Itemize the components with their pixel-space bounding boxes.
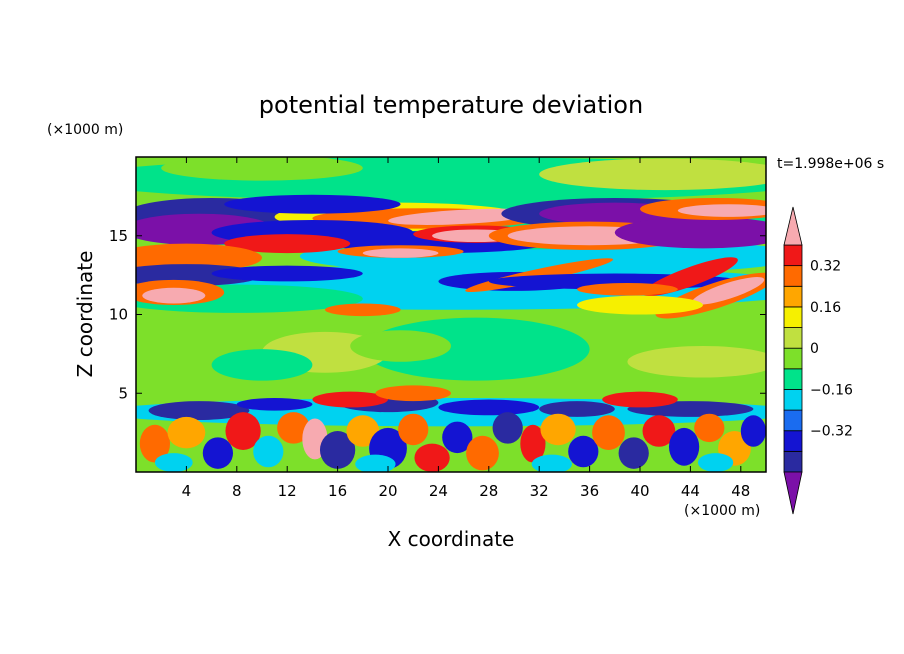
field-blob [627,346,766,378]
field-blob [355,454,396,472]
field-blob [602,391,678,408]
x-axis-label: X coordinate [388,527,515,551]
field-blob [312,391,389,408]
field-blob [740,415,766,447]
field-blob [277,412,310,444]
colorbar-segment [783,265,803,287]
x-axis: 4 8 12 16 20 24 28 32 36 40 44 48 [182,157,750,500]
x-tick-label: 20 [378,482,397,500]
field-blob [677,204,766,217]
field-blob [540,413,576,446]
field-blob [211,265,363,282]
field-blob [539,158,766,191]
field-blob [577,295,703,315]
field-blob [362,248,439,258]
y-unit-label: (×1000 m) [47,122,123,138]
time-label: t=1.998e+06 s [777,156,884,172]
field-blob [388,208,540,225]
colorbar-segment [783,450,803,473]
field-blob [592,415,625,450]
field-blob [442,421,473,454]
field-blob [642,415,676,447]
field-blob [236,397,313,411]
chart-title: potential temperature deviation [259,91,643,119]
colorbar-segment [783,306,803,328]
field-blob [225,412,261,450]
field-blob [438,399,540,416]
colorbar-segment [783,347,803,370]
field-blob [167,416,206,449]
field-blob [142,287,206,304]
colorbar: 0.32 0.16 0 −0.16 −0.32 [783,206,853,515]
colorbar-tick-label: 0.16 [810,300,841,316]
y-tick-label: 5 [118,384,128,402]
field-blob [154,453,193,472]
x-tick-label: 4 [182,482,192,500]
field-blob [618,437,649,469]
x-tick-label: 36 [580,482,599,500]
colorbar-segment [783,409,803,432]
field-blob [577,283,678,296]
colorbar-tick-label: 0.32 [810,259,841,275]
colorbar-segment [783,285,803,308]
x-tick-label: 16 [328,482,347,500]
colorbar-tick-label: −0.32 [810,424,853,440]
field-blob [414,443,450,472]
heatmap-field [136,157,766,472]
field-blob [568,435,599,468]
colorbar-segment [783,327,803,349]
field-blob [466,435,499,471]
field-blob [161,157,363,181]
field-blob [224,194,401,214]
field-blob [539,401,615,417]
field-blob [325,303,401,317]
x-tick-label: 28 [479,482,498,500]
colorbar-tick-label: −0.16 [810,382,853,398]
y-axis-label: Z coordinate [73,251,97,378]
colorbar-bottom-arrow [783,471,803,515]
field-blob [520,424,546,463]
field-blob [346,415,380,447]
x-tick-label: 32 [530,482,549,500]
field-blob [139,424,171,463]
field-blob [211,349,313,381]
field-blob [202,437,234,469]
field-blob [697,453,734,472]
field-blob [692,276,765,305]
colorbar-segment [783,368,803,390]
y-tick-label: 15 [109,227,128,245]
field-blob [350,330,451,362]
colorbar-segment [783,244,803,267]
field-blob [224,234,351,254]
colorbar-top-arrow [783,206,803,246]
field-blob [148,401,250,421]
x-tick-label: 48 [731,482,750,500]
colorbar-tick-label: 0 [810,341,819,357]
x-unit-label: (×1000 m) [684,503,760,519]
x-tick-label: 40 [630,482,649,500]
field-blob [375,385,452,402]
field-blob [398,413,429,446]
colorbar-segment [783,430,803,452]
field-blob [694,413,725,443]
field-blob [531,454,572,472]
x-tick-label: 12 [278,482,297,500]
field-blob [253,435,284,468]
x-tick-label: 24 [429,482,448,500]
field-blob [614,216,766,249]
y-tick-label: 10 [109,306,128,324]
x-tick-label: 44 [681,482,700,500]
field-blob [492,412,523,444]
y-axis: 5 10 15 [109,227,766,402]
colorbar-segment [783,389,803,411]
field-blob [668,427,700,466]
field-blob [319,431,356,469]
x-tick-label: 8 [232,482,242,500]
